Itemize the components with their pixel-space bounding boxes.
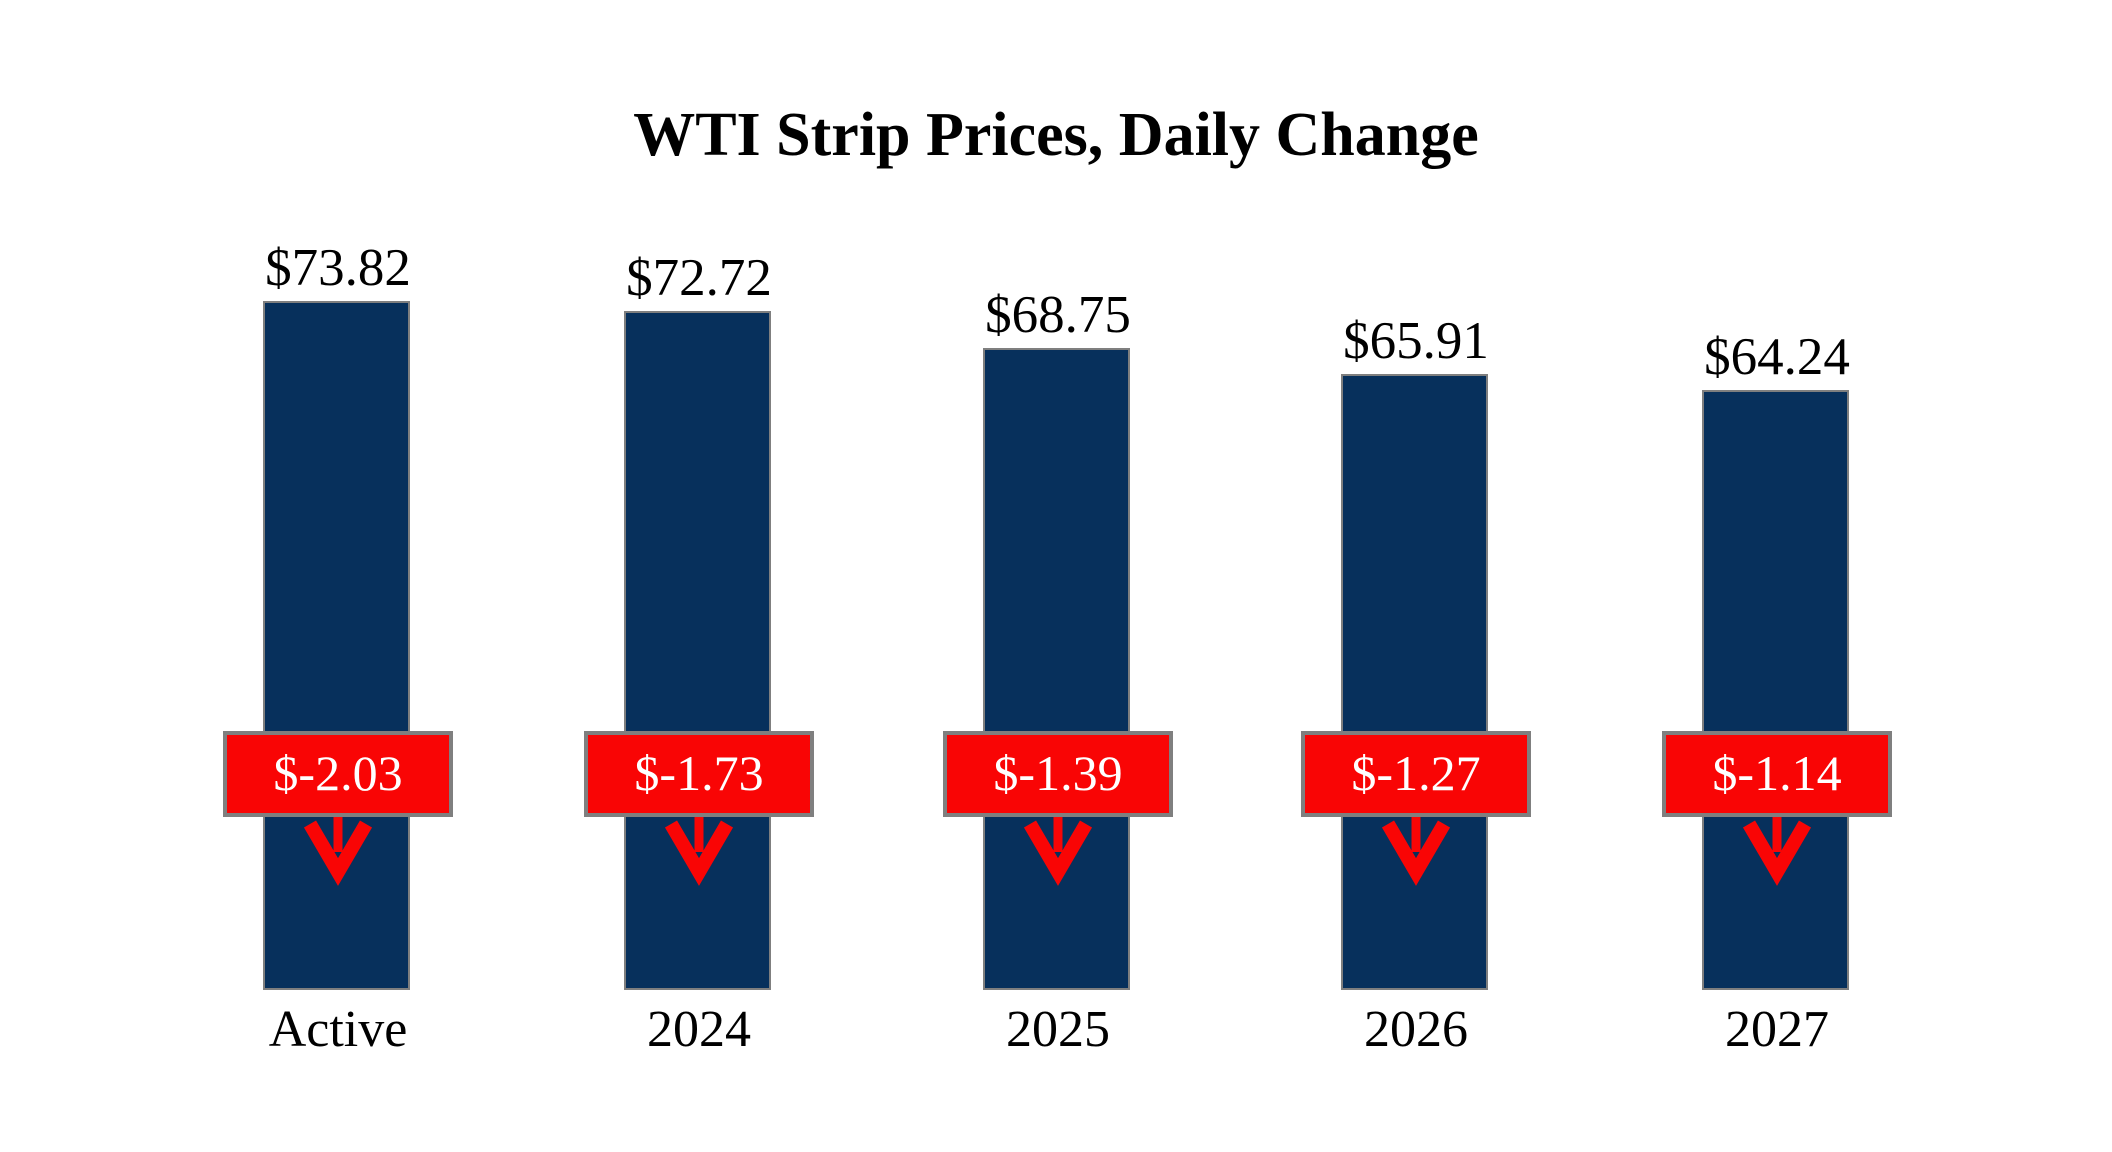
bar-group-2026: $65.91 $-1.27 2026 bbox=[1296, 0, 1536, 1152]
bar-value-label: $65.91 bbox=[1343, 312, 1489, 371]
change-badge: $-1.39 bbox=[943, 731, 1173, 817]
change-badge-label: $-1.39 bbox=[993, 745, 1123, 801]
price-bar bbox=[263, 300, 410, 990]
bar-value-label: $73.82 bbox=[265, 238, 411, 297]
category-label: 2026 bbox=[1364, 1001, 1468, 1058]
category-label: 2024 bbox=[647, 1001, 751, 1058]
bar-group-2024: $72.72 $-1.73 2024 bbox=[579, 0, 819, 1152]
price-bar bbox=[624, 310, 771, 990]
bar-group-2025: $68.75 $-1.39 2025 bbox=[938, 0, 1178, 1152]
price-bar bbox=[1702, 390, 1849, 990]
bar-group-2027: $64.24 $-1.14 2027 bbox=[1657, 0, 1897, 1152]
bar-value-label: $72.72 bbox=[626, 248, 772, 307]
down-arrow-icon bbox=[303, 816, 373, 886]
down-arrow-icon bbox=[1742, 816, 1812, 886]
bar-group-active: $73.82 $-2.03 Active bbox=[218, 0, 458, 1152]
bar-value-label: $64.24 bbox=[1704, 328, 1850, 386]
change-badge-label: $-1.14 bbox=[1712, 745, 1842, 801]
change-badge-label: $-1.73 bbox=[634, 745, 764, 801]
bar-value-label: $68.75 bbox=[985, 285, 1131, 344]
change-badge: $-1.73 bbox=[584, 731, 814, 817]
change-badge-label: $-1.27 bbox=[1351, 745, 1481, 801]
category-label: 2025 bbox=[1006, 1001, 1110, 1058]
change-badge-label: $-2.03 bbox=[273, 745, 403, 801]
change-badge: $-1.27 bbox=[1301, 731, 1531, 817]
down-arrow-icon bbox=[1381, 816, 1451, 886]
change-badge: $-1.14 bbox=[1662, 731, 1892, 817]
change-badge: $-2.03 bbox=[223, 731, 453, 817]
down-arrow-icon bbox=[1023, 816, 1093, 886]
category-label: Active bbox=[268, 1001, 408, 1058]
price-bar bbox=[1341, 374, 1488, 990]
chart-title: WTI Strip Prices, Daily Change bbox=[633, 101, 1479, 169]
down-arrow-icon bbox=[664, 816, 734, 886]
category-label: 2027 bbox=[1725, 1001, 1829, 1058]
price-bar bbox=[983, 347, 1130, 990]
